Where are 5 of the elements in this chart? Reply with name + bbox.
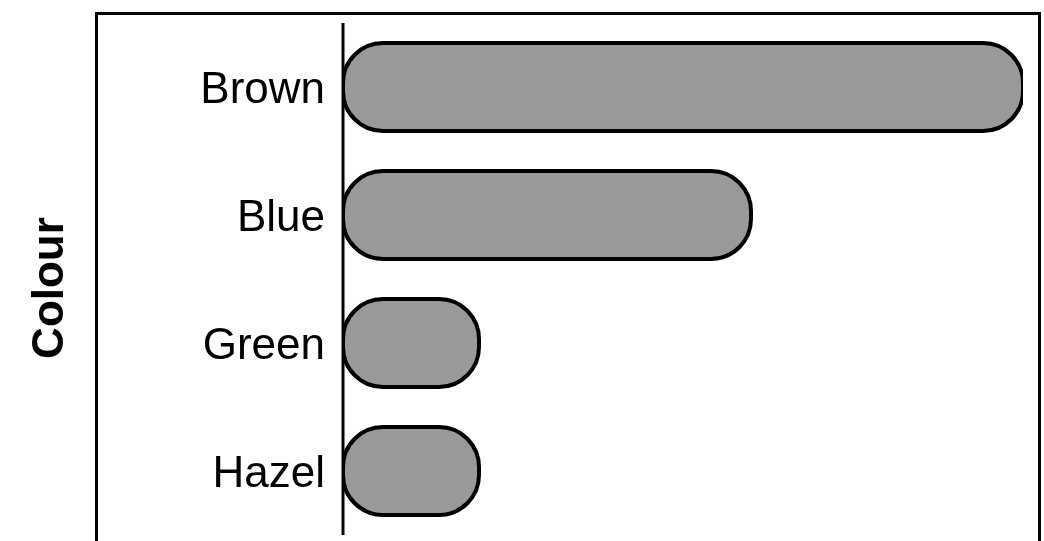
- y-tick-label: Hazel: [212, 446, 325, 496]
- y-tick-label: Green: [202, 318, 325, 368]
- y-axis-title: Colour: [23, 217, 73, 359]
- y-tick-label: Brown: [200, 62, 325, 112]
- y-tick-label: Blue: [236, 190, 325, 240]
